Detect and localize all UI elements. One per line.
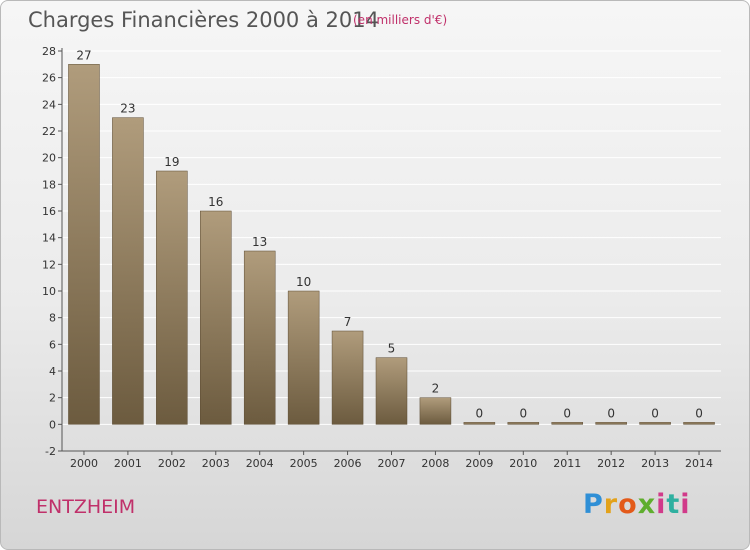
chart-subtitle: (en milliers d'€) (353, 13, 448, 27)
data-label: 16 (208, 195, 223, 209)
x-tick-label: 2009 (465, 457, 493, 470)
data-label: 0 (563, 406, 571, 420)
data-label: 0 (519, 406, 527, 420)
data-label: 0 (695, 406, 703, 420)
data-label: 2 (432, 382, 440, 396)
y-tick-label: 0 (49, 418, 56, 431)
data-label: 5 (388, 342, 396, 356)
logo-letter: i (680, 489, 691, 520)
y-tick-label: 12 (42, 258, 56, 271)
logo-letter: o (618, 489, 638, 520)
commune-name: ENTZHEIM (36, 496, 136, 518)
y-tick-label: 16 (42, 205, 56, 218)
y-tick-label: -2 (45, 445, 56, 458)
data-label: 0 (476, 406, 484, 420)
bars (68, 64, 715, 425)
data-label: 0 (651, 406, 659, 420)
bar (551, 422, 583, 425)
data-label: 0 (607, 406, 615, 420)
bar (463, 422, 496, 425)
x-tick-label: 2005 (290, 457, 318, 470)
y-tick-label: 10 (42, 285, 56, 298)
bar (68, 64, 100, 425)
x-tick-label: 2014 (685, 457, 713, 470)
logo-letter: i (656, 489, 667, 520)
y-tick-label: 22 (42, 125, 56, 138)
logo-letter: x (637, 489, 657, 520)
x-tick-label: 2002 (158, 457, 186, 470)
x-tick-label: 2007 (378, 457, 406, 470)
data-label: 23 (120, 102, 135, 116)
bar (331, 330, 364, 425)
bar (639, 422, 671, 425)
x-tick-label: 2001 (114, 457, 142, 470)
x-tick-label: 2011 (553, 457, 581, 470)
bar (419, 397, 452, 425)
bar (112, 117, 144, 425)
x-tick-label: 2004 (246, 457, 274, 470)
bar (243, 250, 276, 425)
y-tick-label: 20 (42, 152, 56, 165)
logo-letter: t (666, 489, 681, 520)
data-label: 10 (296, 275, 311, 289)
x-tick-label: 2006 (334, 457, 362, 470)
y-tick-label: 4 (49, 365, 56, 378)
bar (507, 422, 540, 425)
data-label: 13 (252, 235, 267, 249)
y-tick-label: 2 (49, 392, 56, 405)
x-tick-label: 2010 (509, 457, 537, 470)
bar (200, 210, 232, 425)
bar (287, 290, 320, 425)
data-label: 19 (164, 155, 179, 169)
x-tick-label: 2012 (597, 457, 625, 470)
y-tick-label: 8 (49, 312, 56, 325)
x-tick-label: 2003 (202, 457, 230, 470)
bar (595, 422, 627, 425)
y-tick-label: 24 (42, 98, 56, 111)
bar (156, 170, 188, 425)
logo-letter: P (583, 489, 604, 520)
bar (375, 357, 408, 425)
data-label: 27 (76, 48, 91, 62)
x-tick-label: 2013 (641, 457, 669, 470)
y-tick-label: 28 (42, 45, 56, 58)
data-label: 7 (344, 315, 352, 329)
logo-letter: r (603, 489, 619, 520)
x-tick-label: 2000 (70, 457, 98, 470)
y-tick-label: 6 (49, 338, 56, 351)
proxiti-logo[interactable]: Proxiti (583, 489, 691, 520)
bar (683, 422, 715, 425)
x-tick-label: 2008 (421, 457, 449, 470)
chart-title: Charges Financières 2000 à 2014 (28, 8, 379, 32)
y-tick-label: 14 (42, 232, 56, 245)
y-tick-label: 18 (42, 178, 56, 191)
y-tick-label: 26 (42, 72, 56, 85)
axes (58, 48, 721, 455)
